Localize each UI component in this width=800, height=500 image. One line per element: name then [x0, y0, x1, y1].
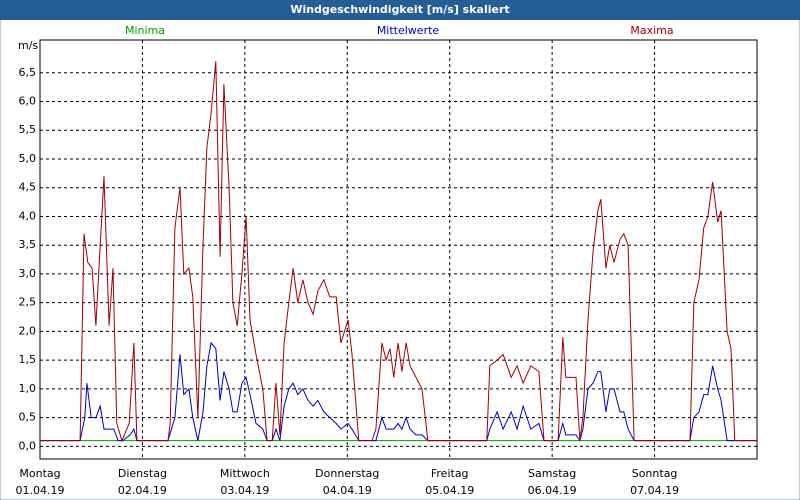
legend-label: Mittelwerte: [377, 24, 440, 37]
y-tick-label: 1,0: [19, 382, 37, 395]
y-tick-label: 4,5: [19, 181, 37, 194]
legend-label: Maxima: [630, 24, 673, 37]
y-tick-label: 0,5: [19, 411, 37, 424]
x-tick-date: 05.04.19: [425, 484, 474, 497]
x-tick-label: Montag: [19, 467, 60, 480]
x-tick-label: Mittwoch: [220, 467, 270, 480]
y-axis-label: m/s: [18, 39, 38, 52]
series-line: [40, 61, 757, 443]
y-tick-label: 5,0: [19, 152, 37, 165]
x-tick-date: 01.04.19: [16, 484, 65, 497]
y-tick-label: 3,0: [19, 267, 37, 280]
y-tick-label: 4,0: [19, 209, 37, 222]
x-tick-date: 06.04.19: [528, 484, 577, 497]
plot-frame: [39, 39, 758, 460]
y-tick-label: 5,5: [19, 123, 37, 136]
y-tick-label: 2,5: [19, 296, 37, 309]
series-line: [40, 341, 757, 442]
x-tick-label: Freitag: [431, 467, 469, 480]
x-tick-label: Dienstag: [118, 467, 167, 480]
legend-label: Minima: [125, 24, 165, 37]
x-tick-date: 07.04.19: [630, 484, 679, 497]
y-tick-label: 1,5: [19, 353, 37, 366]
y-tick-label: 6,5: [19, 66, 37, 79]
y-tick-label: 6,0: [19, 94, 37, 107]
title-bar: [0, 0, 800, 20]
y-tick-label: 3,5: [19, 238, 37, 251]
x-tick-date: 04.04.19: [323, 484, 372, 497]
y-tick-label: 2,0: [19, 324, 37, 337]
x-tick-date: 03.04.19: [220, 484, 269, 497]
x-tick-date: 02.04.19: [118, 484, 167, 497]
x-tick-label: Samstag: [528, 467, 576, 480]
chart-title: Windgeschwindigkeit [m/s] skaliert: [290, 3, 509, 16]
x-tick-label: Donnerstag: [315, 467, 379, 480]
x-tick-label: Sonntag: [632, 467, 678, 480]
y-tick-label: 0,0: [19, 439, 37, 452]
